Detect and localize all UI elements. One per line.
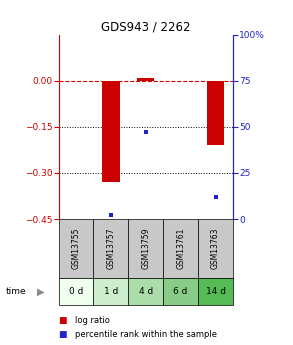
Text: 0 d: 0 d: [69, 287, 83, 296]
Bar: [163, 278, 198, 305]
Text: ■: ■: [59, 316, 67, 325]
Bar: [59, 219, 93, 278]
Title: GDS943 / 2262: GDS943 / 2262: [101, 20, 190, 33]
Text: 1 d: 1 d: [104, 287, 118, 296]
Bar: [163, 219, 198, 278]
Bar: [198, 278, 233, 305]
Text: GSM13757: GSM13757: [106, 228, 115, 269]
Text: GSM13763: GSM13763: [211, 228, 220, 269]
Bar: [102, 81, 120, 182]
Bar: [128, 278, 163, 305]
Text: ▶: ▶: [37, 287, 44, 296]
Bar: [137, 78, 154, 81]
Bar: [93, 278, 128, 305]
Bar: [137, 78, 154, 81]
Text: GSM13761: GSM13761: [176, 228, 185, 269]
Bar: [198, 219, 233, 278]
Text: 4 d: 4 d: [139, 287, 153, 296]
Text: log ratio: log ratio: [75, 316, 110, 325]
Bar: [128, 219, 163, 278]
Text: GSM13759: GSM13759: [141, 228, 150, 269]
Text: GSM13755: GSM13755: [71, 228, 81, 269]
Text: 14 d: 14 d: [205, 287, 226, 296]
Bar: [59, 278, 93, 305]
Text: 6 d: 6 d: [173, 287, 188, 296]
Bar: [207, 81, 224, 145]
Bar: [93, 219, 128, 278]
Text: ■: ■: [59, 330, 67, 339]
Text: time: time: [6, 287, 26, 296]
Text: percentile rank within the sample: percentile rank within the sample: [75, 330, 217, 339]
